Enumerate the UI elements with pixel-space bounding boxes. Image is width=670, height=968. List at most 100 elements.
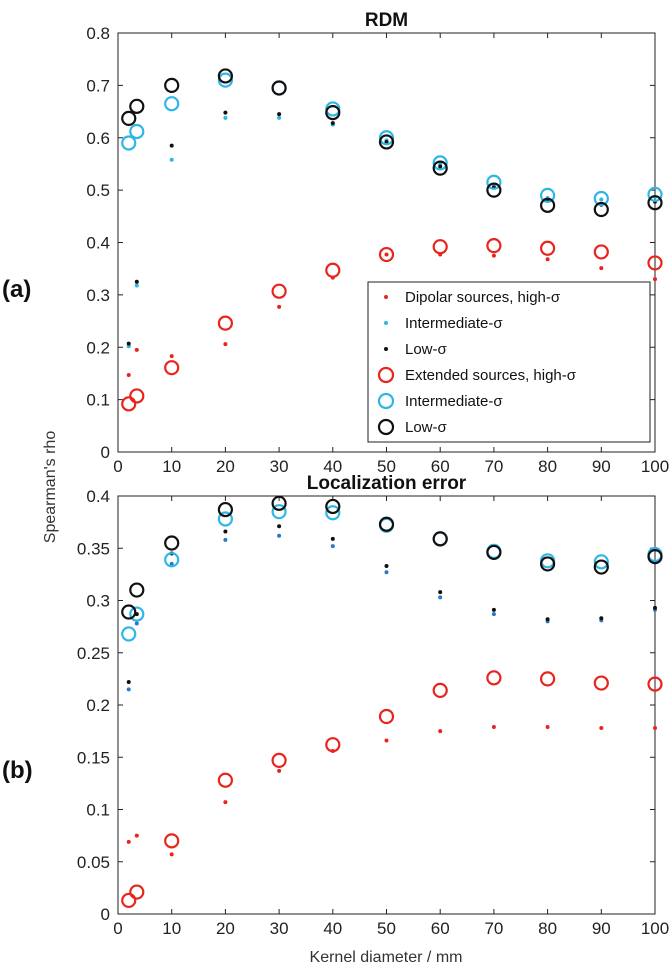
data-point-circle — [647, 676, 663, 692]
legend-marker — [377, 366, 395, 384]
data-point-circle — [378, 516, 395, 532]
data-point-dot — [491, 612, 496, 617]
data-point-circle — [432, 682, 448, 698]
y-tick-label: 0.35 — [77, 539, 110, 558]
data-point-dot — [599, 616, 604, 621]
data-point-circle — [164, 535, 180, 551]
x-tick-label: 0 — [113, 457, 122, 476]
data-point-dot — [169, 354, 174, 359]
data-point-circle — [432, 239, 448, 255]
data-point-dot — [545, 257, 550, 262]
data-point-dot — [277, 533, 282, 538]
data-point-circle — [647, 195, 663, 211]
data-point-dot — [653, 277, 657, 282]
data-point-dot — [653, 725, 657, 730]
data-point-circle — [217, 772, 233, 788]
data-point-circle — [432, 160, 448, 176]
data-point-circle — [539, 671, 556, 687]
y-tick-label: 0.3 — [86, 286, 110, 305]
data-point-circle — [164, 77, 180, 93]
data-point-dot — [126, 680, 131, 685]
x-tick-label: 100 — [641, 457, 669, 476]
panel-localization-error: Localization error 0 0.05 0.1 0.15 0.2 0.25 0.3… — [77, 473, 669, 938]
data-point-dot — [126, 373, 131, 378]
data-point-circle — [325, 737, 341, 753]
data-point-dot — [653, 605, 657, 610]
data-point-circle — [271, 504, 287, 520]
x-tick-label: 30 — [270, 919, 289, 938]
data-point-dot — [384, 252, 389, 257]
data-point-dot — [126, 341, 131, 346]
data-point-circle — [325, 262, 341, 278]
data-point-circle — [217, 501, 233, 518]
y-tick-label: 0.3 — [86, 592, 110, 611]
data-point-circle — [486, 238, 502, 254]
legend-box — [367, 281, 651, 443]
y-tick-label: 0.7 — [86, 76, 110, 95]
data-point-circle — [325, 105, 341, 121]
data-point-circle — [378, 246, 395, 263]
data-point-circle — [121, 135, 137, 151]
legend-marker — [377, 392, 395, 410]
y-tick-label: 0.4 — [86, 487, 110, 506]
plot-frame — [117, 495, 656, 915]
data-point-circle — [593, 201, 609, 218]
y-tick-label: 0 — [101, 905, 110, 924]
data-point-dot — [169, 852, 174, 857]
legend-entry: Intermediate-σ — [405, 393, 503, 410]
y-tick-label: 0.25 — [77, 644, 110, 663]
data-point-circle — [325, 498, 341, 515]
y-tick-label: 0.5 — [86, 181, 110, 200]
data-point-circle — [217, 68, 233, 84]
data-point-circle — [593, 675, 609, 691]
panel-b-label: (b) — [2, 757, 33, 784]
y-tick-label: 0.05 — [77, 853, 110, 872]
data-point-circle — [164, 96, 180, 112]
data-point-dot — [384, 570, 389, 575]
data-point-circle — [647, 255, 663, 271]
x-tick-label: 90 — [592, 919, 611, 938]
data-point-circle — [271, 752, 287, 768]
data-point-dot — [599, 266, 604, 271]
legend-entry: Extended sources, high-σ — [405, 367, 577, 384]
data-point-circle — [378, 130, 395, 146]
data-point-dot — [599, 197, 604, 202]
data-point-circle — [486, 544, 502, 561]
y-tick-label: 0.2 — [86, 338, 110, 357]
x-tick-label: 40 — [323, 919, 342, 938]
data-point-circle — [121, 110, 137, 126]
x-tick-label: 10 — [162, 919, 181, 938]
data-point-dot — [384, 738, 389, 743]
x-tick-label: 50 — [377, 919, 396, 938]
data-point-circle — [129, 884, 145, 900]
x-tick-label: 40 — [323, 457, 342, 476]
x-tick-label: 100 — [641, 919, 669, 938]
data-point-dot — [545, 617, 550, 622]
data-point-circle — [593, 190, 609, 207]
data-point-circle — [121, 396, 137, 412]
data-point-dot — [599, 725, 604, 730]
x-tick-label: 60 — [431, 919, 450, 938]
y-axis-label: Spearman's rho — [42, 431, 59, 544]
data-point-dot — [169, 143, 174, 148]
data-point-dot — [438, 590, 443, 595]
data-point-dot — [134, 347, 139, 352]
data-point-circle — [129, 98, 145, 114]
data-point-dot — [384, 139, 389, 144]
data-point-dot — [126, 839, 131, 844]
x-tick-label: 70 — [484, 457, 503, 476]
data-point-dot — [223, 529, 228, 534]
y-tick-label: 0.1 — [86, 391, 110, 410]
data-point-circle — [217, 511, 233, 527]
data-point-dot — [277, 524, 282, 529]
data-point-dot — [438, 164, 443, 169]
x-axis-label: Kernel diameter / mm — [310, 949, 463, 966]
data-point-circle — [217, 72, 233, 88]
data-point-circle — [647, 186, 663, 202]
panel-a-label: (a) — [2, 276, 31, 303]
data-point-circle — [164, 552, 180, 568]
y-tick-label: 0.2 — [86, 696, 110, 715]
data-point-circle — [217, 315, 233, 331]
data-point-dot — [223, 342, 228, 347]
